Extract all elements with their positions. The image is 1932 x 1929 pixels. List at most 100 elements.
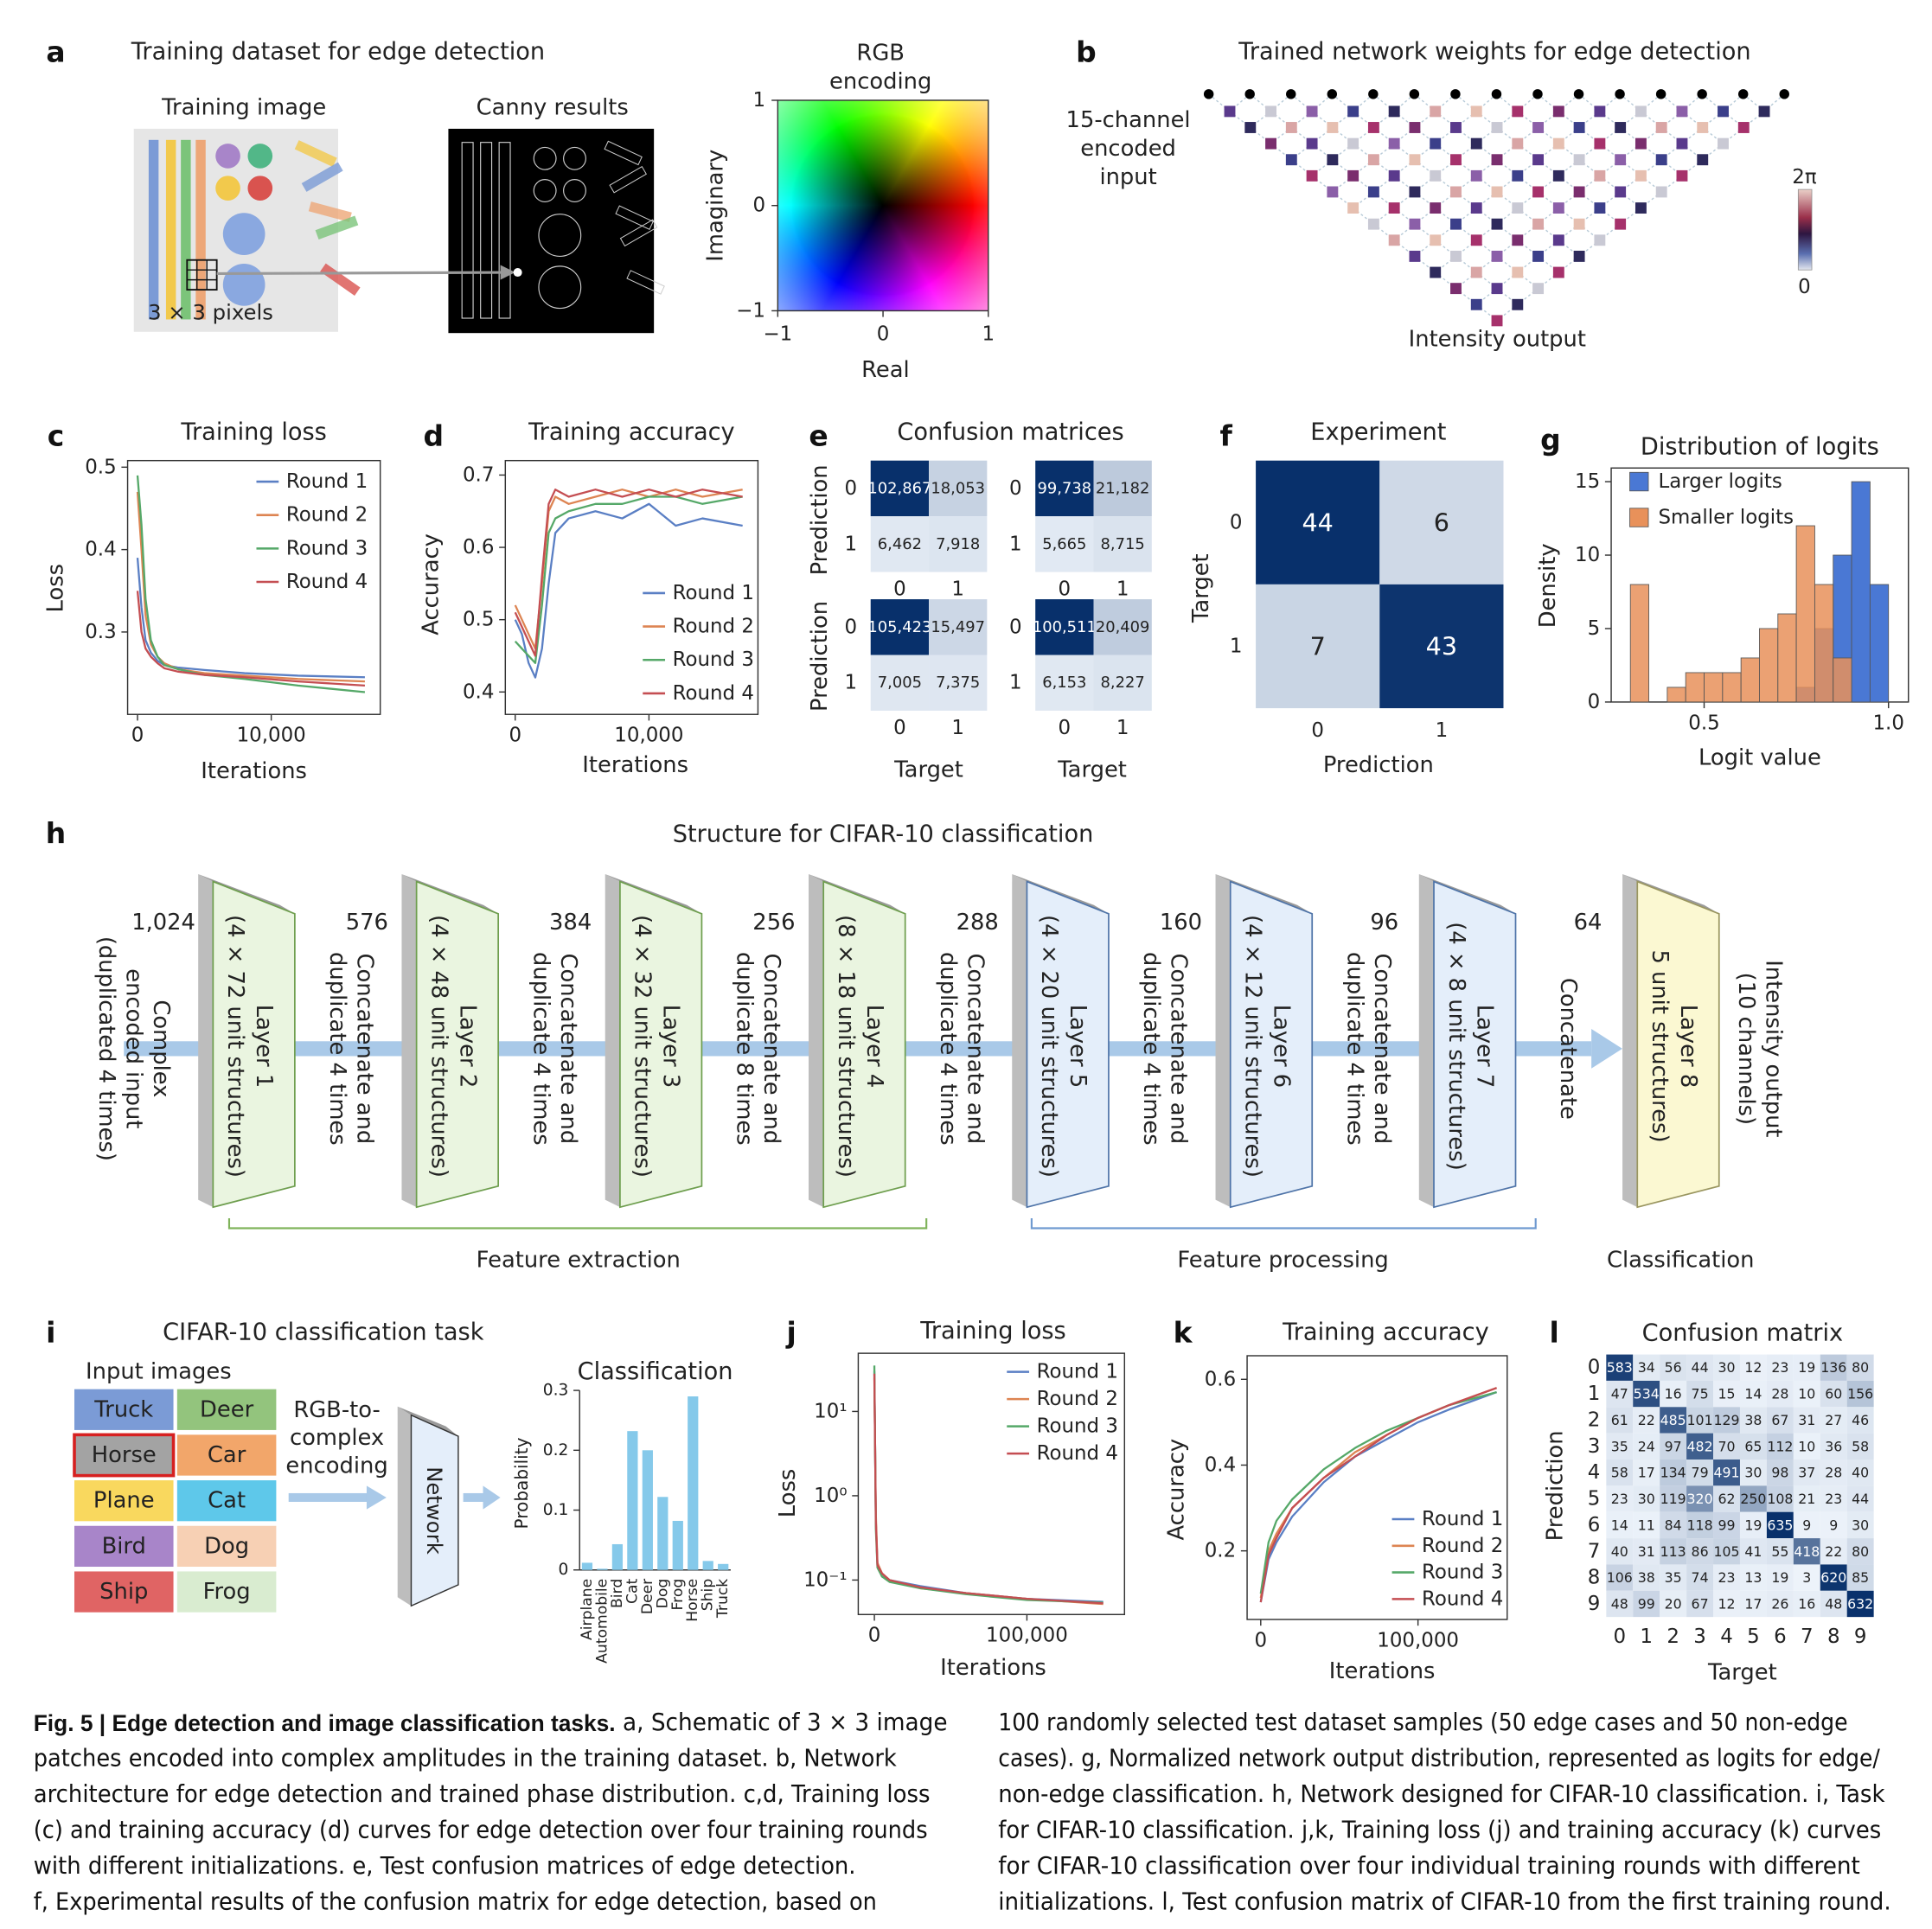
label: duplicate 4 times: [935, 952, 961, 1146]
y-tick-label: 5: [1588, 1488, 1601, 1511]
label: Layer 6: [1268, 1005, 1294, 1088]
caption-line: initializations. l, Test confusion matri…: [998, 1888, 1890, 1915]
phase-shifter: [1285, 154, 1297, 166]
image-circle: [247, 176, 273, 201]
cell-label: 16: [1665, 1386, 1682, 1402]
matrix-cell: [1793, 1407, 1820, 1434]
x-axis-label: Iterations: [582, 752, 688, 778]
phase-shifter: [1512, 266, 1524, 278]
matrix-cell: [1093, 516, 1152, 572]
panel-letter: c: [48, 419, 65, 453]
matrix-cell: [1739, 1590, 1767, 1618]
rgb-encoding-map: [777, 99, 988, 311]
matrix-cell: [1766, 1459, 1794, 1486]
matrix-cell: [1606, 1354, 1634, 1381]
panel-letter: i: [46, 1315, 55, 1349]
input-port: [1368, 89, 1379, 99]
phase-shifter: [1409, 122, 1421, 133]
label: duplicate 8 times: [732, 952, 758, 1146]
x-tick-label: Dog: [654, 1579, 671, 1609]
matrix-cell: [1713, 1590, 1740, 1618]
legend-label: Round 1: [1422, 1508, 1503, 1530]
cell-label: 100,511: [1033, 618, 1097, 636]
label: Ship: [99, 1579, 148, 1605]
matrix-cell: [1739, 1407, 1767, 1434]
cell-label: 8,227: [1101, 674, 1145, 692]
matrix-cell: [1093, 655, 1152, 711]
label: Layer 4: [861, 1005, 887, 1088]
x-tick-label: Frog: [669, 1579, 687, 1611]
phase-shifter: [1285, 122, 1297, 133]
plot-frame: [504, 459, 759, 715]
y-axis-label: Loss: [775, 1469, 801, 1518]
matrix-cell: [1739, 1511, 1767, 1539]
histogram-bar: [1740, 657, 1760, 703]
label: (4 × 72 unit structures): [222, 915, 248, 1178]
layer-face: [619, 880, 703, 1209]
y-tick-label: 10: [1575, 544, 1600, 566]
panel-title: CIFAR-10 classification task: [163, 1319, 484, 1345]
caption-text: a, Schematic of 3 × 3 image: [616, 1709, 948, 1735]
cell-label: 97: [1665, 1438, 1682, 1454]
label: Layer 5: [1065, 1005, 1091, 1088]
y-tick-label: 0.3: [543, 1382, 569, 1400]
phase-shifter: [1327, 154, 1339, 166]
phase-shifter: [1306, 169, 1318, 182]
cell-label: 7,918: [936, 535, 980, 553]
phase-shifter: [1265, 137, 1276, 150]
flow-arrow-head: [366, 1485, 387, 1510]
chart-title: Training accuracy: [1282, 1319, 1489, 1345]
cell-label: 129: [1713, 1412, 1739, 1428]
x-axis-label: Iterations: [1329, 1658, 1436, 1684]
matrix-cell: [1766, 1485, 1794, 1512]
phase-shifter: [1594, 105, 1606, 118]
cell-label: 60: [1825, 1386, 1842, 1402]
y-tick-label: 0: [845, 477, 858, 500]
patch-point: [513, 268, 522, 278]
phase-shifter: [1306, 137, 1318, 150]
x-tick-label: 0: [877, 323, 890, 346]
rgb-title: encoding: [829, 69, 931, 95]
input-image: [176, 1571, 277, 1613]
phase-shifter: [1367, 122, 1379, 133]
matrix-cell: [1660, 1564, 1687, 1591]
label: encoded input: [121, 968, 147, 1128]
phase-shifter: [1347, 137, 1359, 150]
matrix-cell: [1379, 460, 1504, 584]
label: duplicate 4 times: [1341, 952, 1367, 1146]
chart-title: Classification: [578, 1358, 733, 1385]
flow-arrow: [288, 1492, 369, 1502]
cell-label: 320: [1687, 1491, 1713, 1507]
label: duplicate 4 times: [528, 952, 553, 1146]
y-tick-label: 7: [1588, 1540, 1601, 1562]
y-tick-label: 0.2: [1205, 1540, 1236, 1562]
matrix-cell: [1660, 1407, 1687, 1434]
legend-label: Round 3: [286, 537, 368, 559]
matrix-cell: [1713, 1538, 1740, 1565]
y-tick-label: 0: [1588, 691, 1601, 713]
matrix-cell: [1606, 1380, 1634, 1408]
phase-shifter: [1450, 122, 1462, 133]
cell-label: 38: [1638, 1569, 1655, 1586]
y-axis-label: Loss: [43, 564, 69, 613]
legend-label: Round 3: [1037, 1415, 1118, 1438]
cell-label: 18,053: [931, 479, 985, 497]
caption-line: f, Experimental results of the confusion…: [34, 1888, 877, 1915]
histogram-bar: [1869, 584, 1890, 703]
x-tick-label: 10,000: [614, 725, 683, 747]
label: duplicate 4 times: [1138, 952, 1164, 1146]
phase-shifter: [1470, 234, 1482, 246]
phase-shifter: [1470, 137, 1482, 150]
phase-shifter: [1491, 315, 1503, 327]
legend-label: Round 4: [673, 682, 754, 705]
phase-shifter: [1635, 105, 1647, 118]
label: Concatenate and: [1369, 954, 1395, 1145]
bar: [672, 1520, 683, 1570]
y-tick-label: 1: [1588, 1383, 1601, 1405]
matrix-cell: [1660, 1590, 1687, 1618]
canny-edge: [538, 265, 582, 310]
label: Concatenate and: [555, 954, 581, 1145]
x-tick-label: 0: [1059, 578, 1072, 601]
cell-label: 70: [1718, 1438, 1735, 1454]
caption-text: non-edge classification. h, Network desi…: [998, 1780, 1885, 1807]
